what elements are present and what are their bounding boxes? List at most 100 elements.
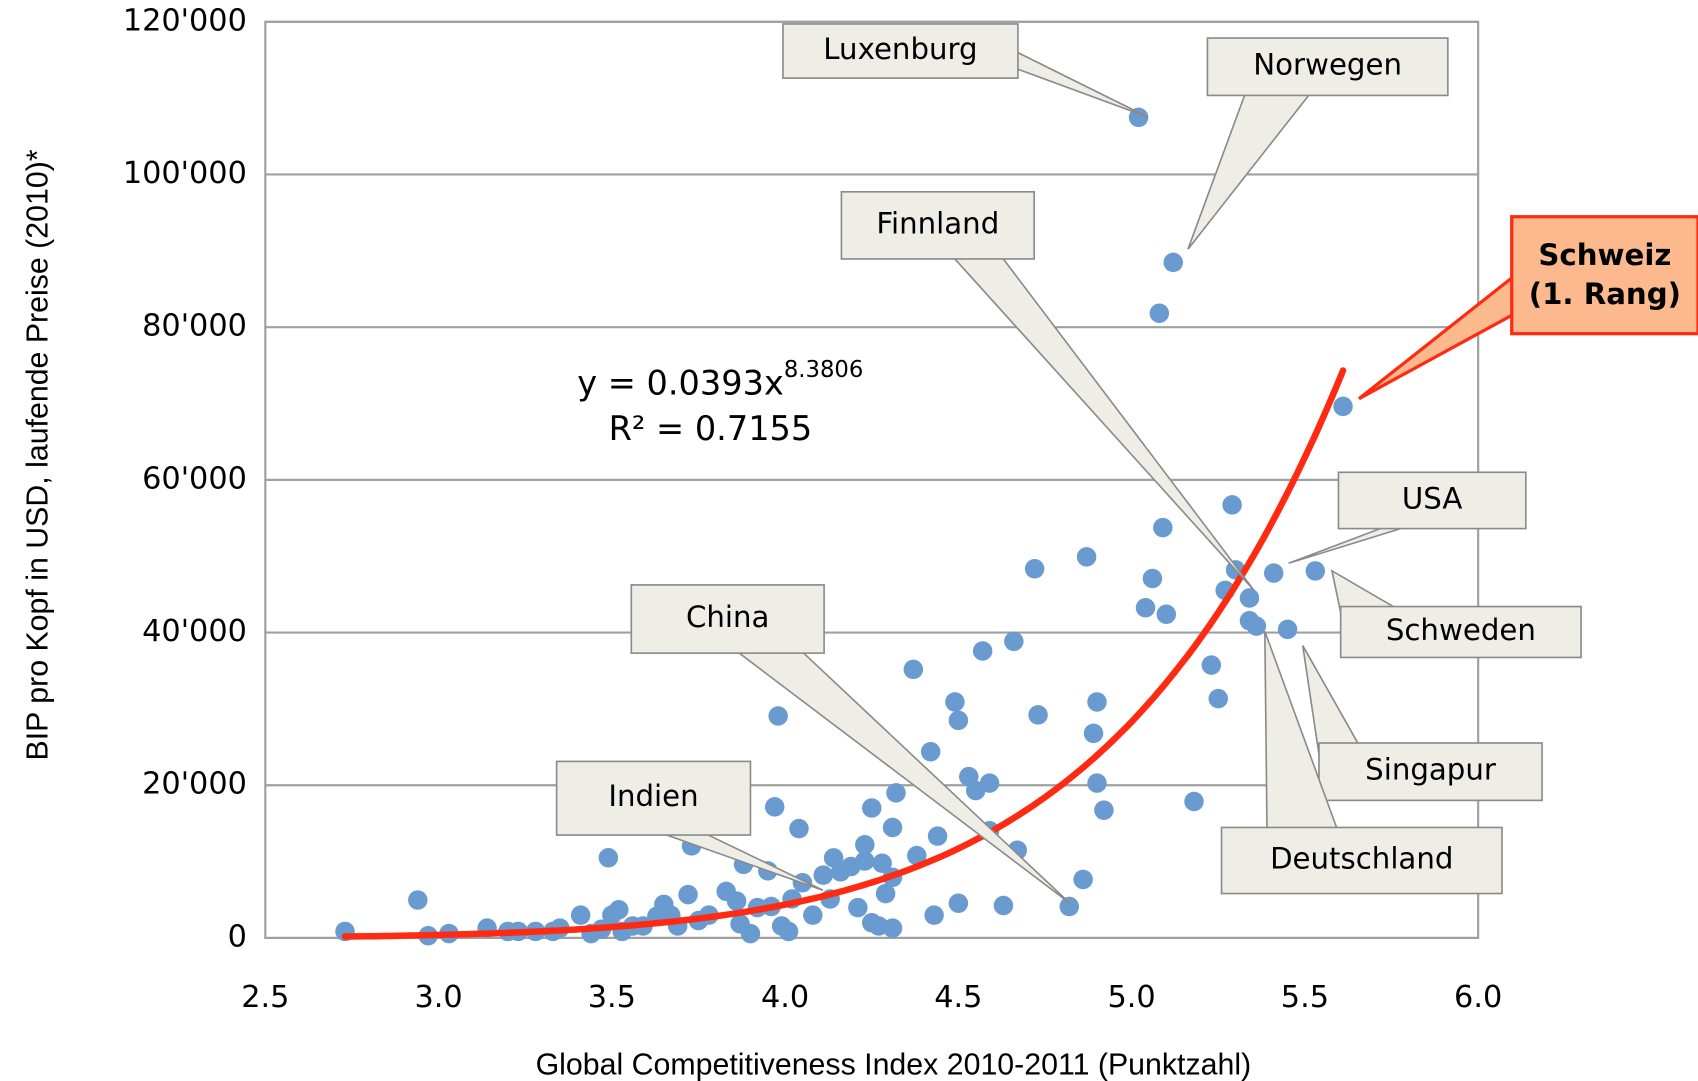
data-point (924, 905, 944, 925)
data-point (678, 884, 698, 905)
data-point (609, 900, 629, 920)
r-squared: R² = 0.7155 (609, 409, 813, 448)
data-point (1087, 773, 1107, 793)
data-point (740, 923, 761, 944)
data-point (907, 845, 927, 866)
data-point (1184, 791, 1204, 812)
x-tick-label: 5.0 (1108, 980, 1156, 1015)
data-point (1246, 616, 1267, 636)
callout: Singapur (1301, 645, 1543, 802)
data-point (789, 818, 809, 839)
data-point (945, 692, 965, 712)
data-point (1083, 723, 1104, 744)
y-tick-label: 60'000 (142, 461, 247, 496)
data-point (803, 905, 823, 925)
data-point (1094, 800, 1114, 820)
equation: y = 0.0393x (577, 363, 784, 402)
data-point (778, 921, 799, 942)
annotation: (1. Rang) (1529, 277, 1681, 311)
callout-pointer (951, 255, 1255, 591)
y-tick-label: 20'000 (142, 767, 247, 802)
data-point (855, 835, 875, 855)
callout: Deutschland (1220, 631, 1503, 895)
data-point (598, 848, 619, 868)
callout-pointer (1011, 48, 1149, 118)
annotation: Luxenburg (823, 32, 977, 66)
data-point (1004, 631, 1024, 652)
annotation: Deutschland (1270, 841, 1453, 875)
annotation: Indien (608, 779, 698, 813)
y-tick-label: 40'000 (142, 614, 247, 649)
equation-exponent: 8.3806 (784, 357, 864, 383)
data-point (882, 817, 903, 838)
callout-pointer (1288, 525, 1409, 565)
x-axis-title: Global Competitiveness Index 2010-2011 (… (536, 1048, 1252, 1081)
data-point (1076, 547, 1097, 567)
y-tick-label: 0 (228, 919, 247, 954)
data-point (993, 895, 1014, 916)
data-point (1305, 561, 1326, 581)
data-point (570, 905, 591, 925)
annotation: Schweiz (1538, 238, 1671, 272)
annotation: China (686, 600, 769, 634)
x-tick-label: 5.5 (1281, 980, 1329, 1015)
data-point (927, 826, 948, 846)
y-tick-label: 120'000 (123, 3, 247, 38)
data-point (886, 783, 906, 803)
data-point (979, 773, 1000, 793)
data-point (1135, 597, 1156, 618)
x-tick-label: 3.0 (414, 980, 462, 1015)
callout-pointer (660, 832, 824, 892)
annotation: Schweden (1386, 613, 1536, 647)
data-point (861, 798, 882, 818)
data-point (1208, 688, 1229, 709)
callout-pointer (1358, 272, 1516, 401)
annotation: Singapur (1365, 753, 1497, 787)
data-point (872, 853, 892, 874)
data-point (1222, 495, 1242, 515)
callout-box (840, 190, 1035, 260)
data-point (1024, 559, 1045, 579)
data-point (855, 851, 875, 871)
callout-pointer (1187, 92, 1312, 250)
data-point (1263, 563, 1284, 583)
callout-box (630, 584, 825, 654)
data-point (948, 893, 969, 914)
data-point (1239, 588, 1260, 608)
annotation: USA (1402, 481, 1462, 515)
callout: China (630, 584, 1071, 904)
callout-box (1510, 215, 1698, 336)
trendline (341, 367, 1347, 940)
callout: Finnland (840, 190, 1255, 591)
trend-equation: y = 0.0393x8.3806 (577, 357, 863, 402)
data-point (882, 918, 903, 938)
callout: Schweiz (1. Rang) (1358, 215, 1698, 401)
callout-box (1220, 826, 1503, 895)
x-tick-label: 2.5 (241, 980, 289, 1015)
data-point (1153, 517, 1173, 538)
data-point (1156, 604, 1177, 624)
data-point (1028, 705, 1048, 725)
callout-box (555, 760, 752, 836)
data-point (764, 797, 785, 817)
data-point (813, 865, 833, 885)
x-tick-label: 4.5 (934, 980, 982, 1015)
callout: Norwegen (1187, 37, 1449, 250)
annotation: Finnland (876, 206, 999, 240)
data-point (848, 897, 868, 918)
callout: Luxenburg (782, 23, 1149, 118)
data-point (1277, 619, 1298, 640)
data-point (1201, 655, 1222, 675)
data-point (920, 741, 941, 762)
callout: USA (1288, 471, 1527, 565)
data-point (875, 883, 896, 904)
data-point (1142, 568, 1163, 589)
data-point (726, 891, 747, 911)
callout: Schweden (1330, 569, 1582, 659)
callout-box (1339, 605, 1582, 659)
callout-box (1206, 37, 1449, 97)
data-point (1333, 396, 1353, 417)
y-tick-label: 100'000 (123, 156, 247, 191)
annotation: Norwegen (1253, 48, 1402, 82)
